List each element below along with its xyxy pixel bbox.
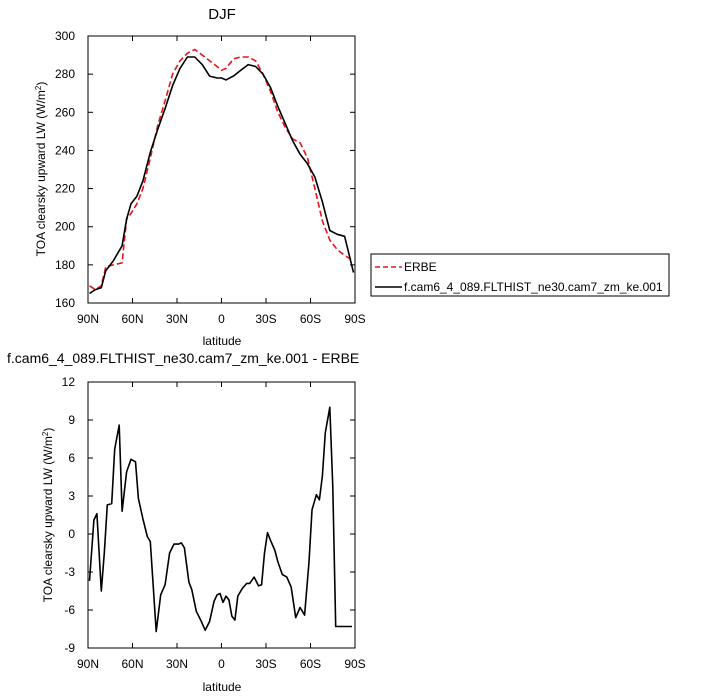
chart2-ytick-label: 9 [68,413,75,427]
chart1-ytick-label: 280 [55,67,75,81]
chart1-plot-frame [87,35,356,304]
chart1-legend: ERBE f.cam6_4_089.FLTHIST_ne30.cam7_zm_k… [370,253,670,297]
chart2-plot-frame [87,381,356,649]
chart2-xtick-label: 60N [121,657,143,671]
legend-label-model: f.cam6_4_089.FLTHIST_ne30.cam7_zm_ke.001 [404,280,663,294]
chart1-series-line-1 [89,56,355,295]
chart2-ytick-label: -3 [64,565,75,579]
chart1-xtick-label: 30S [255,312,276,326]
chart1-ytick-label: 180 [55,258,75,272]
chart2-ytick-label: -6 [64,603,75,617]
chart2-ytick-label: 12 [62,375,76,389]
chart1-series-line-0 [89,48,354,291]
chart1-ytick-label: 200 [55,220,75,234]
chart2-ytick-label: -9 [64,641,75,655]
chart2-ytick-label: 0 [68,527,75,541]
chart2-ylabel: TOA clearsky upward LW (W/m2) [41,428,55,603]
chart2-series-line-0 [88,406,352,633]
legend-box [370,253,670,297]
chart2-xlabel: latitude [203,680,242,694]
chart1-xtick-label: 60S [300,312,321,326]
chart1-xtick-label: 30N [166,312,188,326]
chart1-ytick-label: 240 [55,143,75,157]
chart1-ylabel: TOA clearsky upward LW (W/m2) [34,82,48,257]
chart1-ytick-label: 220 [55,182,75,196]
chart1-title: DJF [208,6,236,23]
chart2-ytick-label: 3 [68,489,75,503]
chart2-xtick-label: 90S [344,657,365,671]
chart2-xtick-label: 60S [300,657,321,671]
chart2-xtick-label: 30S [255,657,276,671]
chart1-xtick-label: 60N [121,312,143,326]
chart2-ytick-label: 6 [68,451,75,465]
chart1-xlabel: latitude [203,334,242,348]
chart1-xtick-label: 90N [77,312,99,326]
chart2-xtick-label: 90N [77,657,99,671]
legend-label-erbe: ERBE [404,260,437,274]
chart1-ytick-label: 160 [55,296,75,310]
chart2-xtick-label: 0 [218,657,225,671]
chart1-ytick-label: 260 [55,105,75,119]
chart2-xtick-label: 30N [166,657,188,671]
chart1-xtick-label: 90S [344,312,365,326]
chart2-title: f.cam6_4_089.FLTHIST_ne30.cam7_zm_ke.001… [7,350,359,366]
chart1-ytick-label: 300 [55,29,75,43]
chart1-xtick-label: 0 [218,312,225,326]
